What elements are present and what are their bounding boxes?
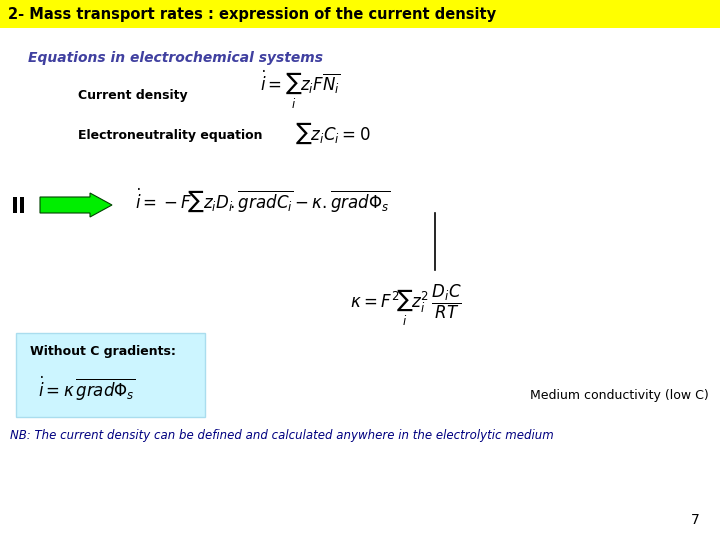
Text: NB: The current density can be defined and calculated anywhere in the electrolyt: NB: The current density can be defined a… xyxy=(10,429,554,442)
Bar xyxy=(20,197,24,213)
Text: 7: 7 xyxy=(690,513,699,527)
Text: Electroneutrality equation: Electroneutrality equation xyxy=(78,129,263,141)
Text: $\sum z_i C_i = 0$: $\sum z_i C_i = 0$ xyxy=(295,120,371,146)
Text: $\mathit{\dot{i}} = -F\!\sum z_i D_i\!.\overline{grad C_i} - \kappa.\overline{gr: $\mathit{\dot{i}} = -F\!\sum z_i D_i\!.\… xyxy=(135,186,390,214)
Text: Without C gradients:: Without C gradients: xyxy=(30,346,176,359)
Text: Equations in electrochemical systems: Equations in electrochemical systems xyxy=(28,51,323,65)
Text: $\mathit{\dot{i}} = \sum_i z_i F\overline{N_i}$: $\mathit{\dot{i}} = \sum_i z_i F\overlin… xyxy=(260,69,341,111)
Bar xyxy=(13,197,17,213)
Text: Medium conductivity (low C): Medium conductivity (low C) xyxy=(530,388,708,402)
Text: Current density: Current density xyxy=(78,89,188,102)
Text: $\mathit{\dot{i}} = \kappa\, \overline{grad\Phi_s}$: $\mathit{\dot{i}} = \kappa\, \overline{g… xyxy=(38,374,135,402)
FancyBboxPatch shape xyxy=(16,333,205,417)
FancyArrow shape xyxy=(40,193,112,217)
Text: 2- Mass transport rates : expression of the current density: 2- Mass transport rates : expression of … xyxy=(8,6,496,22)
FancyBboxPatch shape xyxy=(0,0,720,28)
Text: $\kappa = F^2\!\sum_i z_i^2\, \dfrac{D_i C}{RT}$: $\kappa = F^2\!\sum_i z_i^2\, \dfrac{D_i… xyxy=(350,282,462,328)
